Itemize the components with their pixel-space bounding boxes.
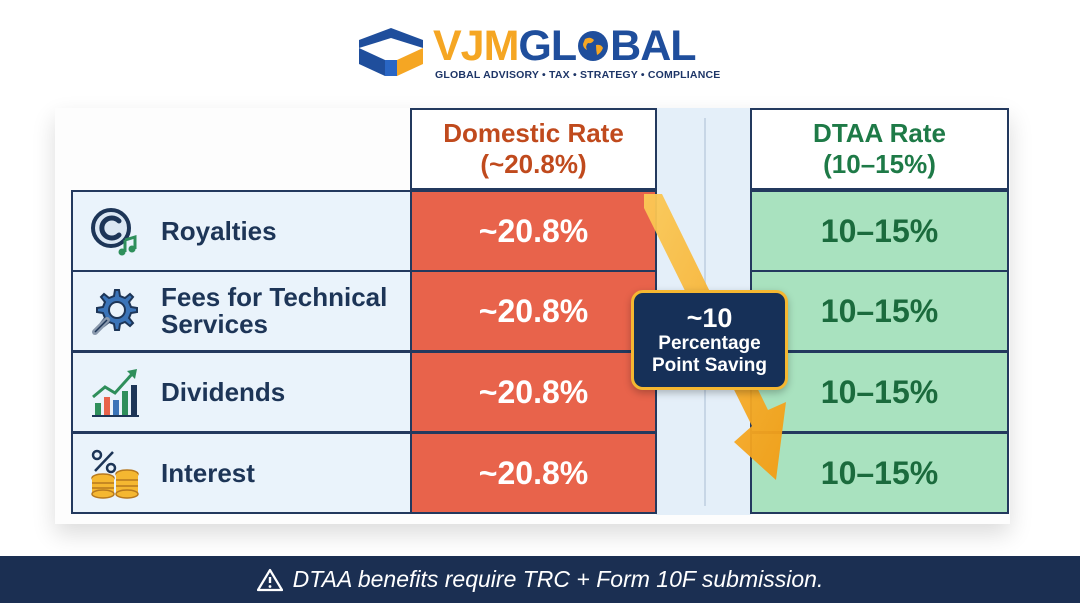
row-label-dividends: Dividends [71,351,412,433]
row-label-text: Royalties [161,215,277,246]
header-domestic-subtitle: (~20.8%) [480,149,587,179]
brand-name-part2: GL [518,22,577,70]
row-label-text: Fees for Technical Services [161,282,388,339]
dtaa-rate-cell: 10–15% [750,190,1009,272]
header-dtaa-title: DTAA Rate [813,118,946,148]
brand-wordmark: VJMGL BAL [433,22,697,73]
warning-icon [256,568,283,592]
growth-chart-icon [92,369,139,417]
header-domestic-title: Domestic Rate [443,118,624,148]
domestic-rate-cell: ~20.8% [410,270,657,352]
saving-label-line2: Point Saving [651,354,768,376]
brand-logo: VJMGL BAL GLOBAL ADVISORY • TAX • STRATEG… [355,22,735,82]
dtaa-rate-cell: 10–15% [750,270,1009,352]
brand-name-part1: VJM [433,22,519,70]
dtaa-rate-cell: 10–15% [750,351,1009,433]
brand-name-part3: BAL [610,22,696,70]
copyright-music-icon [91,208,137,256]
row-label-royalties: Royalties [71,190,412,272]
domestic-rate-cell: ~20.8% [410,432,657,514]
saving-value: ~10 [686,302,733,333]
footer-text: DTAA benefits require TRC + Form 10F sub… [292,566,824,592]
saving-label-line1: Percentage [658,332,761,354]
percent-coins-icon [91,449,139,499]
house-logo-icon [359,28,423,76]
gear-wrench-icon [92,289,138,335]
dtaa-rate-cell: 10–15% [750,432,1009,514]
saving-callout: ~10 Percentage Point Saving [631,290,788,390]
row-label-text: Interest [161,457,255,488]
header-domestic-rate: Domestic Rate (~20.8%) [410,108,657,190]
header-dtaa-subtitle: (10–15%) [823,149,936,179]
row-label-interest: Interest [71,432,412,514]
globe-icon [576,25,610,73]
row-label-text: Dividends [161,376,286,407]
header-dtaa-rate: DTAA Rate (10–15%) [750,108,1009,190]
row-label-fees-technical-services: Fees for Technical Services [71,270,412,352]
footer-banner: DTAA benefits require TRC + Form 10F sub… [0,556,1080,603]
brand-tagline: GLOBAL ADVISORY • TAX • STRATEGY • COMPL… [435,69,721,81]
